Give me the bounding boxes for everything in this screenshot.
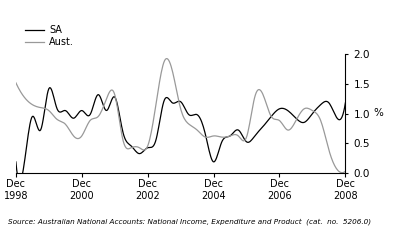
SA (222, 136, 227, 139)
Aust. (121, 140, 125, 143)
SA (13, 160, 18, 163)
Aust. (53, 117, 58, 119)
Aust. (340, 171, 345, 174)
SA (146, 146, 150, 149)
Aust. (165, 57, 170, 60)
SA (343, 101, 348, 104)
Legend: SA, Aust.: SA, Aust. (21, 22, 78, 51)
Aust. (144, 147, 149, 150)
Y-axis label: %: % (374, 109, 384, 118)
SA (254, 132, 259, 135)
SA (55, 108, 60, 110)
Line: SA: SA (16, 88, 345, 181)
SA (123, 137, 127, 140)
SA (47, 86, 52, 89)
Line: Aust.: Aust. (16, 59, 345, 173)
Aust. (222, 136, 226, 138)
Aust. (13, 81, 18, 84)
SA (253, 134, 258, 136)
Aust. (252, 96, 257, 99)
Aust. (254, 91, 258, 94)
Aust. (343, 170, 348, 173)
Text: Source: Australian National Accounts: National Income, Expenditure and Product  : Source: Australian National Accounts: Na… (8, 218, 371, 225)
SA (17, 180, 22, 183)
